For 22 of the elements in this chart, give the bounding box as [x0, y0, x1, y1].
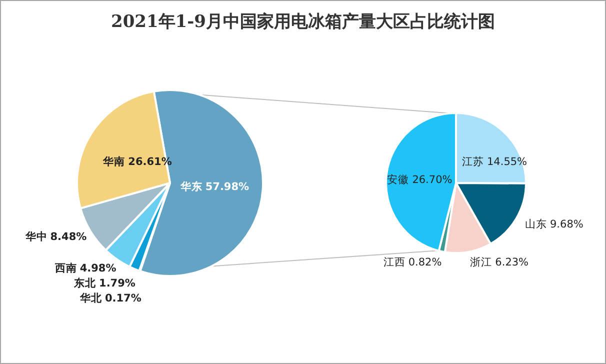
- data-label: 0.17%: [104, 292, 142, 305]
- slice-label: 华北: [78, 292, 103, 305]
- slice-label: 华东: [179, 180, 202, 194]
- slice-label: 西南: [54, 262, 77, 275]
- slice-label: 东北: [73, 276, 98, 290]
- data-label: 9.68%: [550, 218, 584, 230]
- slice-label: 浙江: [470, 256, 492, 269]
- slice-label: 华南: [102, 154, 126, 168]
- slice-label: 华中: [24, 230, 48, 244]
- data-label: 14.55%: [487, 156, 528, 168]
- slice-label: 山东: [525, 217, 548, 230]
- data-label: 57.98%: [205, 181, 250, 194]
- data-label: 6.23%: [495, 256, 529, 269]
- text: 2021年1-9月中国家用电冰箱产量大区占比统计图: [110, 12, 496, 32]
- data-label: 4.98%: [80, 262, 117, 275]
- slice-label: 江西: [383, 256, 406, 268]
- data-label: 26.70%: [412, 174, 452, 186]
- slice-label: 安徽: [387, 173, 410, 186]
- slice-label: 江苏: [462, 154, 484, 168]
- data-label: 8.48%: [50, 231, 88, 244]
- data-label: 0.82%: [408, 256, 442, 268]
- data-label: 1.79%: [99, 278, 136, 290]
